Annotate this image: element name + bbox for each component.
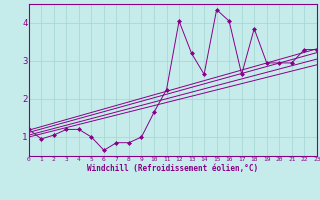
X-axis label: Windchill (Refroidissement éolien,°C): Windchill (Refroidissement éolien,°C) <box>87 164 258 173</box>
